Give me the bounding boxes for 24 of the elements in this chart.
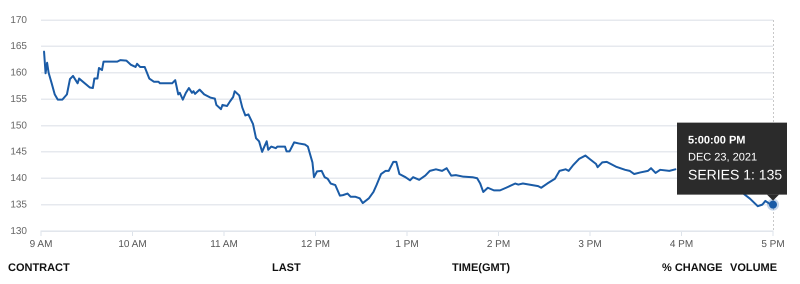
text: LAST xyxy=(272,262,301,274)
text: % CHANGE xyxy=(662,262,723,274)
y-tick-label: 155 xyxy=(10,94,28,105)
x-tick-label: 2 PM xyxy=(486,238,510,250)
y-tick-label: 140 xyxy=(10,173,28,184)
y-tick-label: 170 xyxy=(10,14,28,26)
x-tick-label: 10 AM xyxy=(118,238,147,250)
x-tick-label: 1 PM xyxy=(395,238,419,250)
y-tick-label: 145 xyxy=(10,146,28,158)
x-tick-label: 12 PM xyxy=(301,238,330,250)
y-tick-label: 135 xyxy=(10,199,28,210)
x-tick-label: 5 PM xyxy=(761,238,785,250)
x-tick-label: 9 AM xyxy=(30,238,52,250)
y-tick-label: 165 xyxy=(10,41,28,52)
y-tick-label: 130 xyxy=(10,226,28,237)
annotation: 5:00:00 PM DEC 23, 2021 SERIES 1: 135 xyxy=(688,134,782,183)
x-tick-label: 3 PM xyxy=(578,238,602,250)
y-tick-label: 160 xyxy=(10,68,28,78)
x-tick-label: 4 PM xyxy=(670,238,694,250)
text: CONTRACT xyxy=(8,262,70,274)
text: VOLUME xyxy=(730,262,778,274)
x-tick-label: 11 AM xyxy=(210,238,238,250)
text: TIME(GMT) xyxy=(452,262,510,274)
y-tick-label: 150 xyxy=(10,120,28,132)
